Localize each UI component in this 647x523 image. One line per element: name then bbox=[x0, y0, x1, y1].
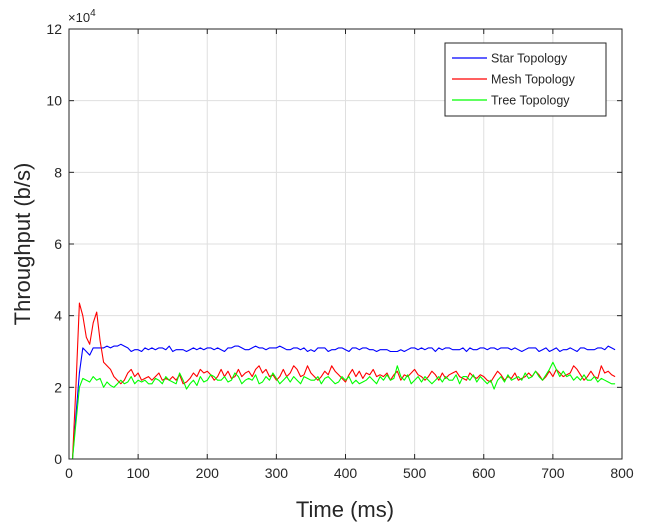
y-tick-label: 0 bbox=[54, 451, 62, 467]
x-tick-label: 200 bbox=[196, 465, 220, 481]
y-exponent-power: 4 bbox=[90, 8, 96, 19]
legend-label: Tree Topology bbox=[491, 94, 570, 108]
x-tick-label: 300 bbox=[265, 465, 289, 481]
legend: Star Topology Mesh Topology Tree Topology bbox=[444, 42, 607, 117]
y-tick-label: 12 bbox=[46, 21, 62, 37]
axis-ticks: 0 100 200 300 400 500 600 700 800 0 2 4 6 8 10 12 bbox=[46, 21, 633, 481]
x-tick-label: 400 bbox=[334, 465, 358, 481]
y-tick-label: 10 bbox=[46, 93, 62, 109]
y-exponent-base: ×10 bbox=[68, 10, 90, 25]
legend-label: Mesh Topology bbox=[491, 73, 576, 87]
y-tick-label: 6 bbox=[54, 236, 62, 252]
series-line-star-topology bbox=[69, 343, 616, 460]
y-exponent-label: ×104 bbox=[68, 8, 96, 25]
y-tick-label: 2 bbox=[54, 379, 62, 395]
legend-label: Star Topology bbox=[491, 52, 568, 66]
x-tick-label: 500 bbox=[403, 465, 427, 481]
y-tick-label: 8 bbox=[54, 164, 62, 180]
x-tick-label: 0 bbox=[65, 465, 73, 481]
x-tick-label: 600 bbox=[472, 465, 496, 481]
series-line-mesh-topology bbox=[69, 302, 616, 460]
grid-lines bbox=[69, 29, 622, 459]
y-axis-label: Throughput (b/s) bbox=[10, 163, 35, 326]
series-lines bbox=[69, 302, 616, 460]
x-tick-label: 100 bbox=[126, 465, 150, 481]
y-tick-label: 4 bbox=[54, 308, 62, 324]
series-line-tree-topology bbox=[69, 361, 616, 460]
x-axis-label: Time (ms) bbox=[296, 497, 394, 522]
x-tick-label: 700 bbox=[541, 465, 565, 481]
x-tick-label: 800 bbox=[610, 465, 634, 481]
legend-items: Star Topology Mesh Topology Tree Topology bbox=[452, 52, 576, 108]
